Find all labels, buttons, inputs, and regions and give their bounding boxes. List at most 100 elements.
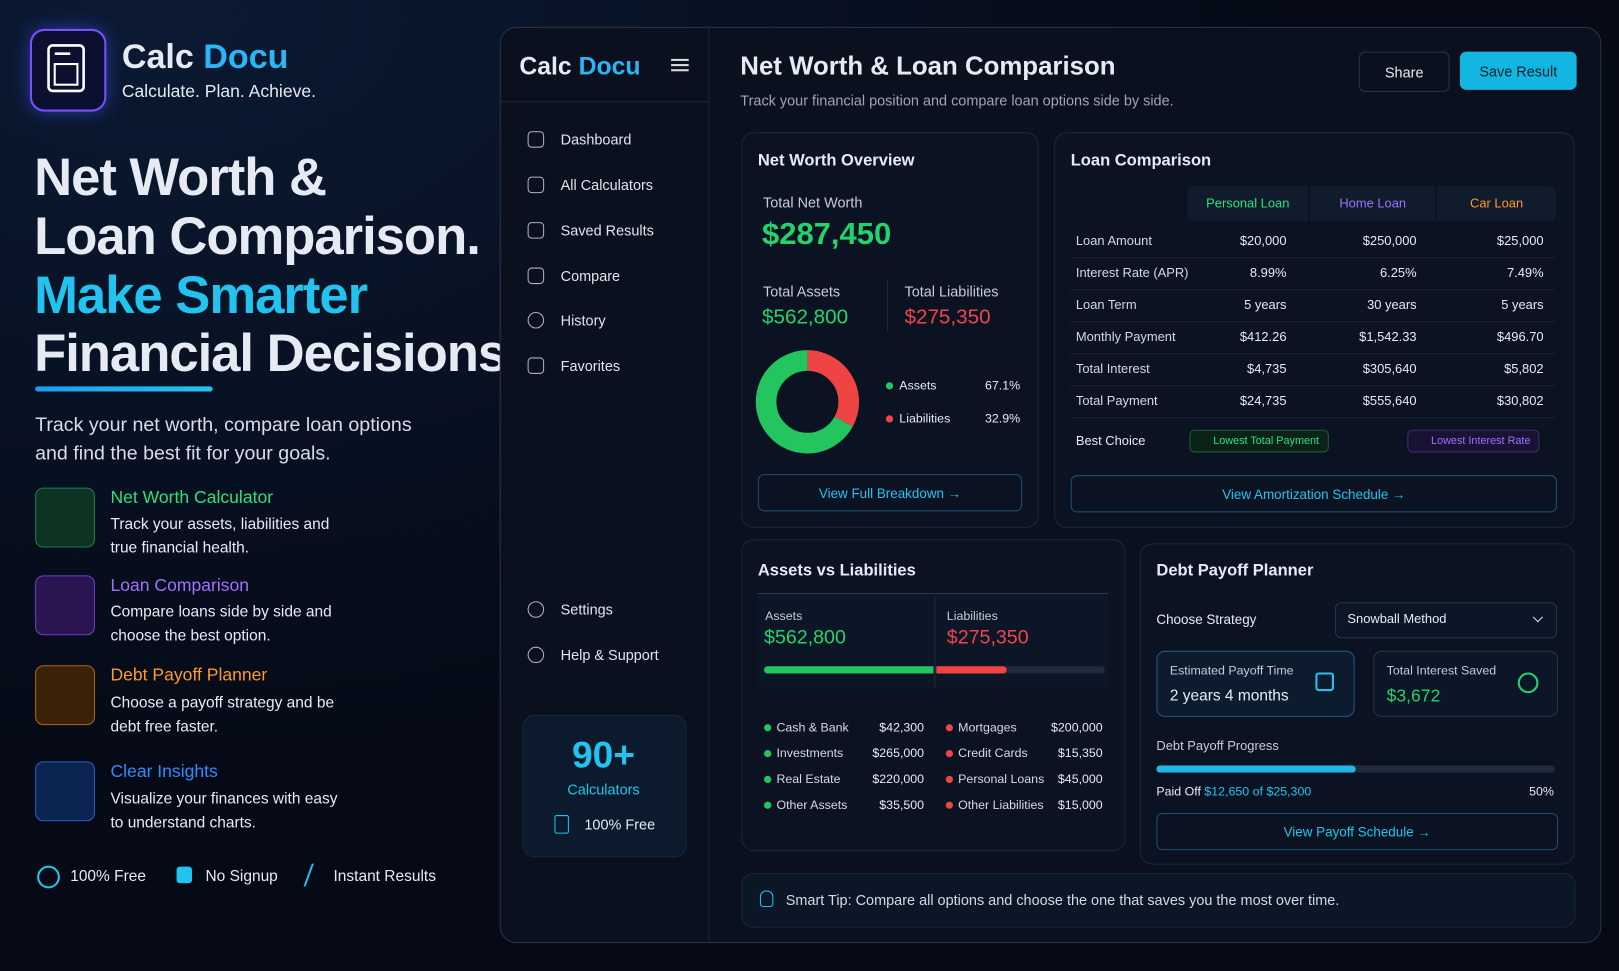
column-name: Personal Loan [1206,196,1290,211]
nav-icon [527,222,545,239]
strategy-select[interactable] [1335,602,1558,639]
item-name: Other Liabilities [958,797,1044,812]
nav-item[interactable]: Favorites [560,357,621,374]
amortization-button[interactable]: View Amortization Schedule → [1070,475,1558,513]
progress-track [1156,765,1555,773]
column-header: Personal Loan [1187,185,1309,222]
breakdown-button[interactable]: View Full Breakdown → [757,474,1023,512]
legend-value: 67.1% [984,378,1021,393]
page-title: Net Worth & Loan Comparison [740,51,1116,81]
cell: $250,000 [1362,233,1417,248]
brand-tagline: Calculate. Plan. Achieve. [121,81,317,102]
element [885,382,894,390]
assets-value: $562,800 [761,305,849,329]
paid-text: Paid Off $12,650 of $25,300 [1156,784,1311,798]
label: Debt Payoff Progress [1156,738,1279,754]
item-name: Real Estate [776,771,841,787]
legend-name: Liabilities [899,411,951,426]
row-label: Total Interest [1075,361,1150,377]
dollar-icon [1517,672,1539,694]
nav-item[interactable]: Compare [560,267,621,285]
paid-of: of [1252,784,1263,799]
liabilities-bar [936,666,1007,674]
badge: No Signup [205,867,278,886]
item-value: $265,000 [872,745,925,761]
row-rule [1069,417,1555,419]
nav-icon [527,176,545,194]
tip-bar [741,872,1576,928]
item-value: $35,500 [879,797,925,812]
feature-text: Compare loans side by side and choose th… [110,603,332,645]
item-name: Investments [776,745,844,761]
nav-item[interactable]: Dashboard [560,131,632,148]
net-worth-card [741,132,1039,528]
element [885,415,894,423]
stat-label: Estimated Payoff Time [1169,663,1294,678]
liabilities-value: $275,350 [904,305,991,329]
hero-description: Track your net worth, compare loan optio… [35,414,412,465]
save-label[interactable]: Save Result [1479,62,1558,80]
element [47,44,85,93]
feature-icon [35,665,95,726]
promo-card [522,714,687,858]
row-label: Total Payment [1075,393,1158,409]
save-button[interactable]: Save Result [1459,51,1577,90]
cell: 30 years [1367,297,1417,312]
nav-item[interactable]: History [560,311,606,329]
logo-box [29,28,107,112]
legend-name: Assets [899,378,937,393]
paid-value: $12,650 [1204,784,1250,799]
feature-title: Debt Payoff Planner [110,665,268,685]
card-title: Debt Payoff Planner [1156,561,1314,580]
element [671,64,689,67]
row-label: Loan Amount [1075,233,1152,248]
feature-title: Net Worth Calculator [110,487,274,508]
label: Assets [765,608,803,623]
strategy-value[interactable]: Snowball Method [1347,611,1447,626]
label: Choose Strategy [1156,611,1257,628]
badge-icon [37,865,60,889]
row-rule [1069,321,1555,323]
cell: 8.99% [1249,265,1287,280]
element: Calc [519,52,572,81]
share-label[interactable]: Share [1384,63,1424,81]
logo-icon [47,44,85,93]
payoff-button[interactable]: View Payoff Schedule → [1156,812,1559,851]
stat-value: $3,672 [1386,685,1441,706]
column-name: Car Loan [1470,196,1524,211]
item-name: Mortgages [958,720,1017,735]
badge-icon [176,866,193,884]
promo-label: Calculators [567,780,640,798]
feature-title: Clear Insights [110,761,218,781]
cell: $496.70 [1496,329,1544,344]
underline [35,386,213,392]
nav-item[interactable]: Settings [560,601,613,618]
donut-chart [755,350,860,454]
dot [764,749,772,758]
hero-line: Financial Decisions. [34,323,521,383]
nav-item[interactable]: All Calculators [560,176,654,194]
cell: $25,000 [1496,233,1544,248]
menu-icon[interactable] [671,58,689,72]
sidebar-brand: Calc Docu [519,53,640,82]
progress-fill [1156,765,1356,773]
share-button[interactable]: Share [1358,51,1450,92]
label: Liabilities [946,608,998,623]
item-name: Credit Cards [958,745,1028,761]
best-badge: Lowest Total Payment [1189,429,1329,453]
assets-value: $562,800 [764,627,846,649]
dot [945,749,953,758]
progress-svg [1156,765,1356,773]
net-worth-value: $287,450 [761,216,892,252]
feature-text: Visualize your finances with easy to und… [110,790,338,832]
nav-item[interactable]: Saved Results [560,222,654,239]
hero-line: Loan Comparison. [34,206,481,266]
row-rule [1069,385,1555,387]
best-choice-label: Best Choice [1075,433,1146,449]
feature-icon [35,761,95,822]
feature-icon [35,487,95,548]
element [53,63,79,86]
nav-item[interactable]: Help & Support [560,646,659,664]
